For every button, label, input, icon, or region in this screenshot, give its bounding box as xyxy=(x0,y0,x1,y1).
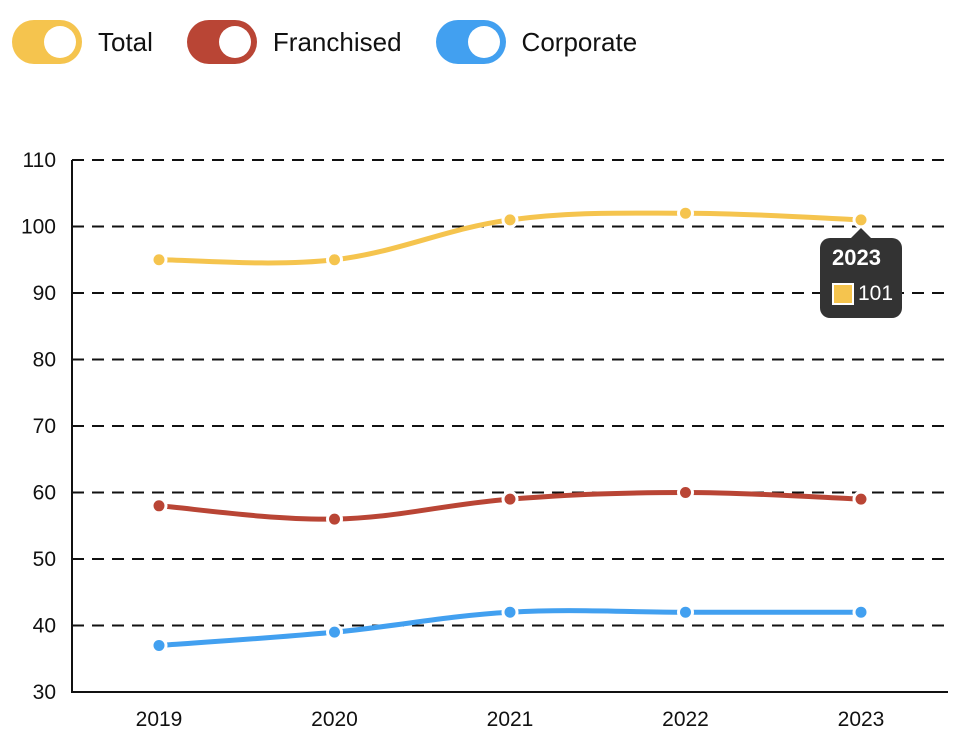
data-point-total-2020 xyxy=(328,253,342,267)
y-tick-label-50: 50 xyxy=(33,548,56,571)
data-point-corporate-2021 xyxy=(503,605,517,619)
data-point-total-2022 xyxy=(679,206,693,220)
line-chart: 30 40 50 60 70 80 90 100 110 2019 2020 2021 2022 2023 xyxy=(0,0,980,746)
y-tick-label-100: 100 xyxy=(21,216,56,239)
data-tooltip: 2023 101 xyxy=(820,238,902,318)
x-tick-label-2022: 2022 xyxy=(662,708,709,731)
tooltip-title: 2023 xyxy=(832,244,902,272)
x-tick-label-2020: 2020 xyxy=(311,708,358,731)
data-point-franchised-2022 xyxy=(679,486,693,500)
x-tick-label-2023: 2023 xyxy=(838,708,885,731)
tooltip-row: 101 xyxy=(832,282,902,306)
data-point-franchised-2023 xyxy=(854,492,868,506)
y-tick-label-70: 70 xyxy=(33,415,56,438)
y-tick-label-110: 110 xyxy=(23,149,56,172)
data-point-franchised-2019 xyxy=(152,499,166,513)
data-point-corporate-2022 xyxy=(679,605,693,619)
x-tick-label-2019: 2019 xyxy=(136,708,183,731)
data-point-corporate-2019 xyxy=(152,638,166,652)
y-tick-label-60: 60 xyxy=(33,482,56,505)
x-tick-label-2021: 2021 xyxy=(487,708,534,731)
y-tick-label-40: 40 xyxy=(33,615,56,638)
data-point-franchised-2021 xyxy=(503,492,517,506)
y-tick-label-80: 80 xyxy=(33,349,56,372)
tooltip-swatch xyxy=(832,283,854,305)
chart-page: Total Franchised Corporate 30 40 50 60 70 80 9… xyxy=(0,0,980,746)
data-point-total-2023 xyxy=(854,213,868,227)
data-point-franchised-2020 xyxy=(328,512,342,526)
data-point-corporate-2023 xyxy=(854,605,868,619)
data-point-total-2019 xyxy=(152,253,166,267)
tooltip-value: 101 xyxy=(858,282,893,306)
data-point-total-2021 xyxy=(503,213,517,227)
data-point-corporate-2020 xyxy=(328,625,342,639)
y-tick-label-30: 30 xyxy=(33,681,56,704)
y-tick-label-90: 90 xyxy=(33,282,56,305)
